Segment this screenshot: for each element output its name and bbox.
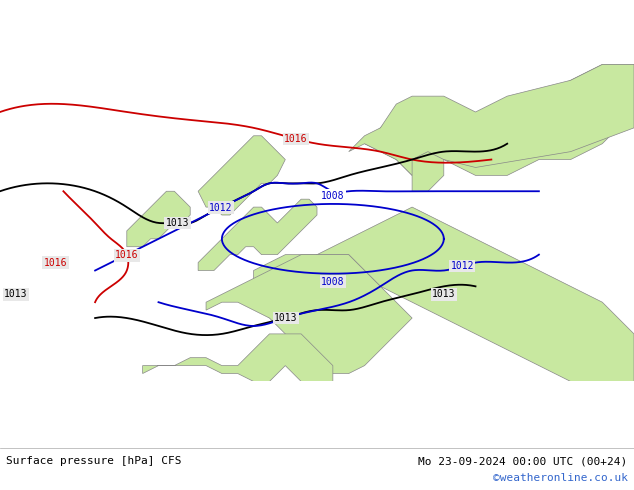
Text: 1012: 1012 <box>451 261 474 271</box>
Text: 1008: 1008 <box>321 191 345 201</box>
Text: 1016: 1016 <box>44 258 67 268</box>
Polygon shape <box>127 191 190 247</box>
Polygon shape <box>198 199 317 270</box>
Text: Surface pressure [hPa] CFS: Surface pressure [hPa] CFS <box>6 456 182 466</box>
Polygon shape <box>412 151 444 191</box>
Text: 1016: 1016 <box>284 134 307 144</box>
Text: 1013: 1013 <box>4 289 28 299</box>
Polygon shape <box>206 255 412 373</box>
Text: 1008: 1008 <box>321 277 345 287</box>
Text: 1016: 1016 <box>115 250 139 260</box>
Polygon shape <box>254 207 634 381</box>
Text: 1012: 1012 <box>209 203 233 213</box>
Polygon shape <box>143 334 333 381</box>
Polygon shape <box>198 136 285 215</box>
Text: 1013: 1013 <box>274 313 298 323</box>
Text: ©weatheronline.co.uk: ©weatheronline.co.uk <box>493 473 628 483</box>
Polygon shape <box>349 65 634 175</box>
Text: 1013: 1013 <box>432 289 456 299</box>
Text: Mo 23-09-2024 00:00 UTC (00+24): Mo 23-09-2024 00:00 UTC (00+24) <box>418 456 628 466</box>
Text: 1013: 1013 <box>165 218 189 228</box>
Polygon shape <box>365 65 634 175</box>
